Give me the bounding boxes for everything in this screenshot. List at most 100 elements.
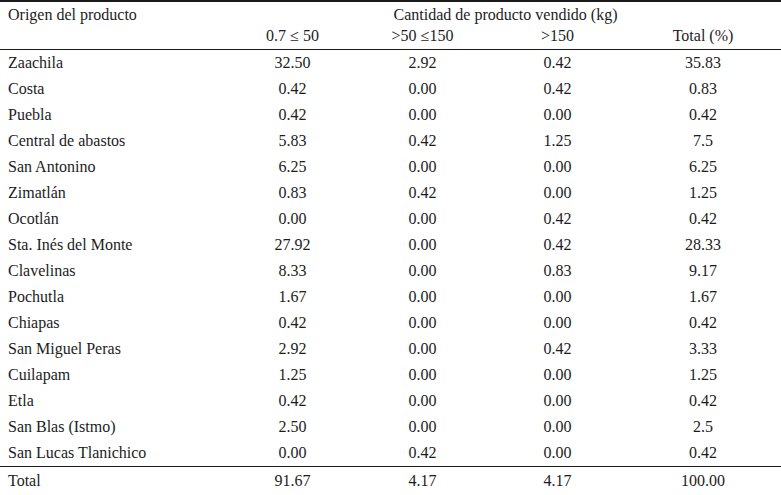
value-cell: 0.42 xyxy=(490,206,625,232)
value-cell: 7.5 xyxy=(625,128,781,154)
value-cell: 0.42 xyxy=(490,232,625,258)
origin-cell: Costa xyxy=(0,76,230,102)
value-cell: 35.83 xyxy=(625,50,781,77)
value-cell: 0.00 xyxy=(355,258,490,284)
total-row-label: Total xyxy=(0,467,230,495)
sub-header-range-3: >150 xyxy=(490,26,625,50)
value-cell: 0.00 xyxy=(490,102,625,128)
value-cell: 0.00 xyxy=(230,440,355,467)
table-row: Chiapas0.420.000.000.42 xyxy=(0,310,781,336)
value-cell: 0.00 xyxy=(490,414,625,440)
value-cell: 0.00 xyxy=(355,76,490,102)
table-row: Zaachila32.502.920.4235.83 xyxy=(0,50,781,77)
value-cell: 8.33 xyxy=(230,258,355,284)
value-cell: 0.83 xyxy=(625,76,781,102)
value-cell: 0.00 xyxy=(355,232,490,258)
table-row: Etla0.420.000.000.42 xyxy=(0,388,781,414)
sub-header-empty xyxy=(0,26,230,50)
value-cell: 0.42 xyxy=(625,102,781,128)
value-cell: 0.42 xyxy=(625,388,781,414)
value-cell: 0.42 xyxy=(490,50,625,77)
table-header: Origen del producto Cantidad de producto… xyxy=(0,1,781,50)
value-cell: 0.00 xyxy=(355,206,490,232)
value-cell: 2.50 xyxy=(230,414,355,440)
table-row: Ocotlán0.000.000.420.42 xyxy=(0,206,781,232)
value-cell: 0.42 xyxy=(490,76,625,102)
table-row: Clavelinas8.330.000.839.17 xyxy=(0,258,781,284)
table-row: Sta. Inés del Monte27.920.000.4228.33 xyxy=(0,232,781,258)
value-cell: 0.00 xyxy=(490,362,625,388)
value-cell: 0.00 xyxy=(355,336,490,362)
value-cell: 0.00 xyxy=(355,414,490,440)
value-cell: 0.00 xyxy=(355,284,490,310)
total-row: Total 91.67 4.17 4.17 100.00 xyxy=(0,467,781,495)
value-cell: 6.25 xyxy=(230,154,355,180)
origin-cell: Ocotlán xyxy=(0,206,230,232)
origin-cell: Sta. Inés del Monte xyxy=(0,232,230,258)
value-cell: 1.25 xyxy=(490,128,625,154)
table-row: San Lucas Tlanichico0.000.420.000.42 xyxy=(0,440,781,467)
value-cell: 0.42 xyxy=(230,310,355,336)
value-cell: 0.42 xyxy=(230,388,355,414)
table-row: Zimatlán0.830.420.001.25 xyxy=(0,180,781,206)
value-cell: 0.42 xyxy=(490,336,625,362)
value-cell: 0.42 xyxy=(625,206,781,232)
value-cell: 0.83 xyxy=(230,180,355,206)
origin-cell: Central de abastos xyxy=(0,128,230,154)
page: Origen del producto Cantidad de producto… xyxy=(0,0,781,495)
value-cell: 0.42 xyxy=(355,180,490,206)
table-row: Central de abastos5.830.421.257.5 xyxy=(0,128,781,154)
value-cell: 0.42 xyxy=(230,102,355,128)
value-cell: 32.50 xyxy=(230,50,355,77)
origin-cell: Cuilapam xyxy=(0,362,230,388)
total-value-cell: 4.17 xyxy=(355,467,490,495)
table-footer: Total 91.67 4.17 4.17 100.00 xyxy=(0,467,781,495)
sub-header-range-1: 0.7 ≤ 50 xyxy=(230,26,355,50)
value-cell: 1.67 xyxy=(625,284,781,310)
value-cell: 2.5 xyxy=(625,414,781,440)
value-cell: 0.42 xyxy=(625,440,781,467)
total-value-cell: 91.67 xyxy=(230,467,355,495)
sub-header-row: 0.7 ≤ 50 >50 ≤150 >150 Total (%) xyxy=(0,26,781,50)
value-cell: 0.00 xyxy=(230,206,355,232)
origin-cell: Zimatlán xyxy=(0,180,230,206)
table-row: Cuilapam1.250.000.001.25 xyxy=(0,362,781,388)
value-cell: 0.00 xyxy=(355,154,490,180)
value-cell: 6.25 xyxy=(625,154,781,180)
value-cell: 2.92 xyxy=(230,336,355,362)
origin-cell: Puebla xyxy=(0,102,230,128)
value-cell: 2.92 xyxy=(355,50,490,77)
origin-cell: Chiapas xyxy=(0,310,230,336)
table-row: San Miguel Peras2.920.000.423.33 xyxy=(0,336,781,362)
group-header-row: Origen del producto Cantidad de producto… xyxy=(0,1,781,26)
sub-header-range-2: >50 ≤150 xyxy=(355,26,490,50)
value-cell: 0.42 xyxy=(355,128,490,154)
table-row: San Antonino6.250.000.006.25 xyxy=(0,154,781,180)
table-body: Zaachila32.502.920.4235.83Costa0.420.000… xyxy=(0,50,781,467)
origin-cell: Zaachila xyxy=(0,50,230,77)
total-value-cell: 4.17 xyxy=(490,467,625,495)
value-cell: 0.42 xyxy=(355,440,490,467)
value-cell: 0.42 xyxy=(625,310,781,336)
origin-cell: Clavelinas xyxy=(0,258,230,284)
table-row: San Blas (Istmo)2.500.000.002.5 xyxy=(0,414,781,440)
value-cell: 28.33 xyxy=(625,232,781,258)
value-cell: 0.00 xyxy=(490,388,625,414)
origin-cell: San Lucas Tlanichico xyxy=(0,440,230,467)
value-cell: 9.17 xyxy=(625,258,781,284)
origin-cell: San Miguel Peras xyxy=(0,336,230,362)
origin-cell: Etla xyxy=(0,388,230,414)
sub-header-total-percent: Total (%) xyxy=(625,26,781,50)
quantity-group-header: Cantidad de producto vendido (kg) xyxy=(230,1,781,26)
product-origin-table: Origen del producto Cantidad de producto… xyxy=(0,0,781,495)
value-cell: 1.25 xyxy=(625,180,781,206)
value-cell: 27.92 xyxy=(230,232,355,258)
value-cell: 1.25 xyxy=(625,362,781,388)
value-cell: 1.67 xyxy=(230,284,355,310)
value-cell: 1.25 xyxy=(230,362,355,388)
value-cell: 5.83 xyxy=(230,128,355,154)
value-cell: 0.00 xyxy=(490,154,625,180)
value-cell: 0.42 xyxy=(230,76,355,102)
value-cell: 3.33 xyxy=(625,336,781,362)
value-cell: 0.83 xyxy=(490,258,625,284)
